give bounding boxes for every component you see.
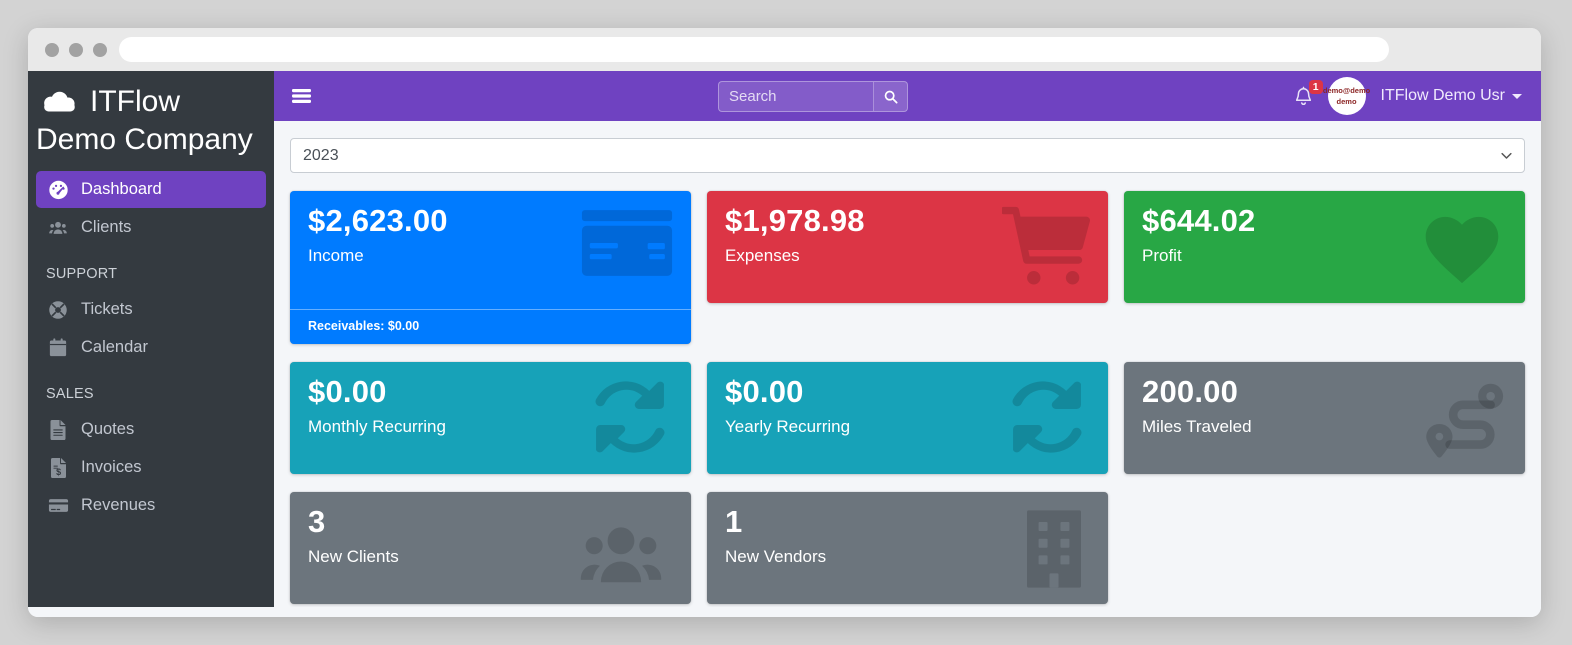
browser-chrome: [28, 28, 1541, 71]
sidebar-item-label: Invoices: [81, 458, 142, 477]
brand[interactable]: ITFlow Demo Company: [36, 81, 266, 171]
sidebar-item-label: Quotes: [81, 420, 135, 439]
file-lines-icon: [46, 419, 70, 440]
user-avatar[interactable]: demo@demo demo: [1323, 77, 1370, 115]
users-icon: [569, 514, 673, 597]
monthly-recurring-card[interactable]: $0.00 Monthly Recurring: [290, 362, 691, 474]
monthly-recurring-value: $0.00: [308, 374, 387, 409]
sidebar-item-invoices[interactable]: $ Invoices: [36, 449, 266, 486]
hamburger-icon: [292, 89, 311, 103]
notification-count-badge: 1: [1308, 79, 1323, 95]
sidebar-section-support: SUPPORT: [46, 266, 118, 283]
cloud-logo-icon: [44, 91, 75, 112]
brand-name: ITFlow Demo Company: [36, 85, 253, 157]
sidebar-item-quotes[interactable]: Quotes: [36, 411, 266, 448]
tachometer-icon: [46, 179, 70, 200]
sidebar-item-tickets[interactable]: Tickets: [36, 291, 266, 328]
caret-down-icon: [1512, 93, 1522, 99]
monthly-recurring-label: Monthly Recurring: [308, 417, 446, 436]
sidebar-section-sales: SALES: [46, 386, 94, 403]
credit-card-icon: [46, 497, 70, 514]
window-control-dot[interactable]: [45, 42, 59, 57]
avatar-text-line2: demo: [1336, 97, 1357, 106]
sidebar-item-clients[interactable]: Clients: [36, 209, 266, 246]
income-label: Income: [308, 246, 364, 265]
sidebar-item-label: Tickets: [81, 300, 133, 319]
profit-value: $644.02: [1142, 203, 1256, 238]
route-icon: [1423, 376, 1507, 463]
sidebar-toggle-button[interactable]: [292, 88, 311, 104]
credit-card-icon: [581, 207, 673, 284]
sidebar-item-label: Calendar: [81, 338, 148, 357]
file-invoice-dollar-icon: $: [46, 457, 70, 478]
shopping-cart-icon: [1000, 205, 1090, 292]
sync-icon: [587, 376, 673, 463]
miles-traveled-card[interactable]: 200.00 Miles Traveled: [1124, 362, 1525, 474]
income-value: $2,623.00: [308, 203, 448, 238]
year-select[interactable]: 2023: [290, 138, 1525, 173]
heart-icon: [1417, 205, 1507, 292]
window-control-dot[interactable]: [93, 42, 107, 57]
search-input[interactable]: [719, 82, 873, 111]
sync-icon: [1004, 376, 1090, 463]
yearly-recurring-label: Yearly Recurring: [725, 417, 851, 436]
user-dropdown[interactable]: ITFlow Demo Usr: [1381, 87, 1522, 105]
browser-url-bar[interactable]: [119, 37, 1389, 62]
sidebar-item-revenues[interactable]: Revenues: [36, 487, 266, 524]
miles-traveled-value: 200.00: [1142, 374, 1239, 409]
search-button[interactable]: [873, 82, 907, 111]
yearly-recurring-value: $0.00: [725, 374, 804, 409]
new-clients-label: New Clients: [308, 547, 399, 566]
sidebar: ITFlow Demo Company: [28, 71, 274, 607]
new-vendors-value: 1: [725, 504, 743, 539]
svg-text:$: $: [56, 467, 61, 477]
browser-window: ITFlow Demo Company: [28, 28, 1541, 617]
new-vendors-label: New Vendors: [725, 547, 827, 566]
search-group: [718, 81, 908, 112]
users-icon: [46, 219, 70, 236]
expenses-label: Expenses: [725, 246, 800, 265]
income-card[interactable]: $2,623.00 Income: [290, 191, 691, 344]
window-bottom-strip: [28, 607, 1541, 617]
expenses-value: $1,978.98: [725, 203, 865, 238]
window-control-dot[interactable]: [69, 42, 83, 57]
window-controls: [45, 42, 107, 57]
top-navbar: 1 demo@demo demo ITFlow Demo Usr: [274, 71, 1541, 121]
bell-icon: [1295, 86, 1311, 105]
new-vendors-card[interactable]: 1 New Vendors: [707, 492, 1108, 604]
new-clients-card[interactable]: 3 New Clients: [290, 492, 691, 604]
avatar-text-line1: demo@demo: [1322, 85, 1371, 95]
yearly-recurring-card[interactable]: $0.00 Yearly Recurring: [707, 362, 1108, 474]
expenses-card[interactable]: $1,978.98 Expenses: [707, 191, 1108, 303]
new-clients-value: 3: [308, 504, 326, 539]
profit-card[interactable]: $644.02 Profit: [1124, 191, 1525, 303]
calendar-icon: [46, 338, 70, 358]
miles-traveled-label: Miles Traveled: [1142, 417, 1252, 436]
sidebar-item-calendar[interactable]: Calendar: [36, 329, 266, 366]
life-ring-icon: [46, 300, 70, 320]
year-filter: 2023: [290, 138, 1525, 173]
sidebar-item-label: Dashboard: [81, 180, 162, 199]
sidebar-item-label: Revenues: [81, 496, 156, 515]
dashboard-content: 2023 $2,623.00 Income: [274, 121, 1541, 607]
sidebar-item-label: Clients: [81, 218, 132, 237]
search-icon: [884, 90, 898, 104]
building-icon: [1018, 504, 1090, 599]
income-footer-link[interactable]: Receivables: $0.00: [290, 309, 691, 344]
user-name: ITFlow Demo Usr: [1380, 87, 1505, 104]
stat-cards-grid: $2,623.00 Income: [290, 191, 1525, 604]
profit-label: Profit: [1142, 246, 1182, 265]
sidebar-item-dashboard[interactable]: Dashboard: [36, 171, 266, 209]
notifications-button[interactable]: 1: [1294, 79, 1323, 107]
